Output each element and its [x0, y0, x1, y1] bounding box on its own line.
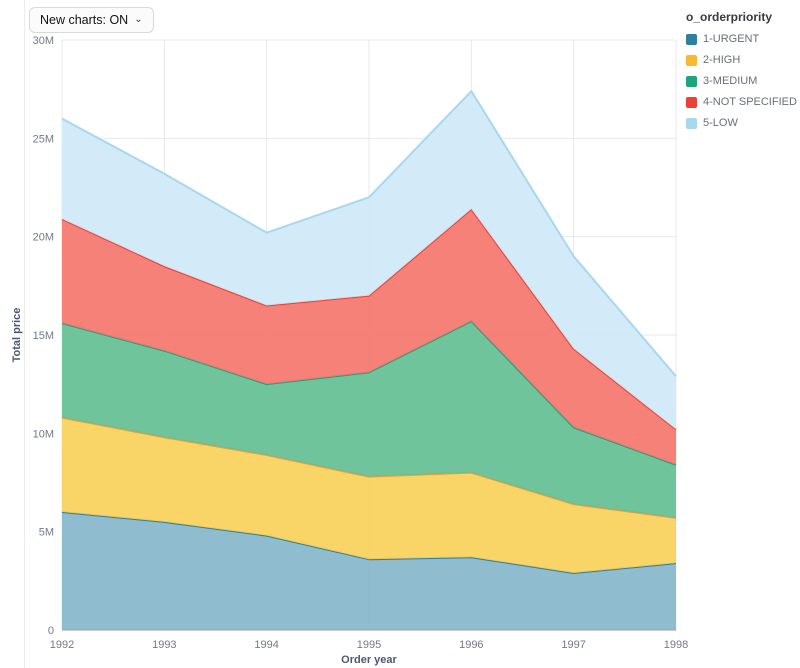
- legend-item-label: 2-HIGH: [703, 54, 741, 66]
- legend-item[interactable]: 4-NOT SPECIFIED: [686, 96, 798, 108]
- legend-swatch-icon: [686, 117, 697, 129]
- legend-swatch-icon: [686, 96, 697, 108]
- svg-text:10M: 10M: [33, 428, 54, 440]
- svg-text:1994: 1994: [254, 639, 278, 651]
- svg-text:1995: 1995: [357, 639, 381, 651]
- legend-item[interactable]: 5-LOW: [686, 117, 798, 129]
- legend-item[interactable]: 3-MEDIUM: [686, 75, 798, 87]
- svg-text:1997: 1997: [561, 639, 585, 651]
- svg-text:Order year: Order year: [341, 654, 397, 666]
- svg-text:20M: 20M: [33, 232, 54, 244]
- chevron-down-icon: ⌄: [134, 14, 143, 25]
- legend-swatch-icon: [686, 33, 697, 45]
- panel-border: [24, 0, 25, 668]
- new-charts-toggle-label: New charts: ON: [40, 13, 129, 27]
- svg-text:1996: 1996: [459, 639, 483, 651]
- svg-text:1992: 1992: [50, 639, 74, 651]
- svg-text:1993: 1993: [152, 639, 176, 651]
- legend: o_orderpriority 1-URGENT 2-HIGH 3-MEDIUM 4-…: [686, 10, 798, 138]
- legend-item[interactable]: 1-URGENT: [686, 33, 798, 45]
- svg-text:25M: 25M: [33, 133, 54, 145]
- legend-item-label: 5-LOW: [703, 117, 738, 129]
- svg-text:15M: 15M: [33, 330, 54, 342]
- legend-swatch-icon: [686, 75, 697, 87]
- svg-text:Total price: Total price: [11, 308, 23, 363]
- new-charts-toggle[interactable]: New charts: ON ⌄: [29, 7, 154, 33]
- legend-item-label: 1-URGENT: [703, 33, 760, 45]
- legend-item-label: 3-MEDIUM: [703, 75, 758, 87]
- legend-items: 1-URGENT 2-HIGH 3-MEDIUM 4-NOT SPECIFIED 5-L…: [686, 33, 798, 129]
- legend-item-label: 4-NOT SPECIFIED: [703, 96, 797, 108]
- legend-title: o_orderpriority: [686, 10, 773, 24]
- svg-text:5M: 5M: [39, 527, 54, 539]
- legend-item[interactable]: 2-HIGH: [686, 54, 798, 66]
- svg-text:0: 0: [48, 625, 54, 637]
- svg-text:30M: 30M: [33, 35, 54, 47]
- legend-swatch-icon: [686, 54, 697, 66]
- svg-text:1998: 1998: [664, 639, 688, 651]
